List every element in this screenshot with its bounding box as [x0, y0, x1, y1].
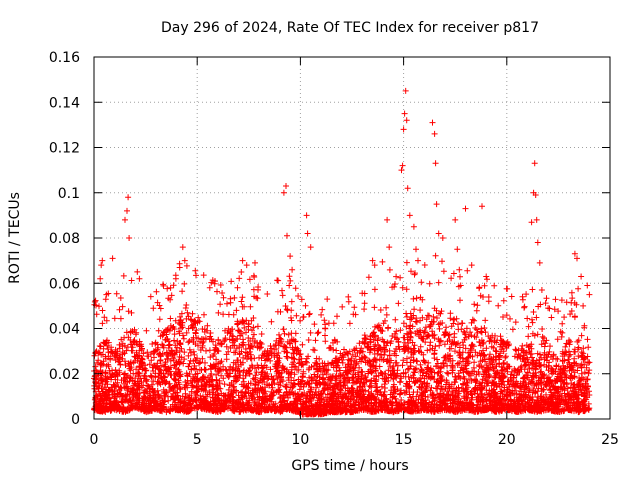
- y-tick-label: 0.08: [49, 231, 80, 247]
- grid-lines: [94, 57, 610, 419]
- x-tick-label: 10: [291, 432, 309, 448]
- y-tick-label: 0.12: [49, 141, 80, 157]
- x-axis-ticks: 0 5 10 15 20 25: [90, 57, 619, 448]
- y-tick-label: 0.02: [49, 367, 80, 383]
- x-tick-label: 20: [498, 432, 516, 448]
- y-tick-label: 0: [71, 412, 80, 428]
- data-points: [91, 87, 593, 418]
- roti-markers: [91, 87, 593, 418]
- x-tick-label: 0: [90, 432, 99, 448]
- y-tick-label: 0.04: [49, 322, 80, 338]
- x-tick-label: 5: [193, 432, 202, 448]
- y-axis-title: ROTI / TECUs: [7, 192, 23, 284]
- y-tick-label: 0.06: [49, 276, 80, 292]
- y-tick-label: 0.16: [49, 50, 80, 66]
- y-tick-label: 0.14: [49, 95, 80, 111]
- chart-title: Day 296 of 2024, Rate Of TEC Index for r…: [161, 20, 539, 36]
- y-tick-label: 0.1: [58, 186, 80, 202]
- y-axis-ticks: 0 0.02 0.04 0.06 0.08 0.1 0.12 0.14 0.16: [49, 50, 610, 428]
- x-axis-title: GPS time / hours: [291, 458, 408, 474]
- x-tick-label: 25: [601, 432, 619, 448]
- x-tick-label: 15: [395, 432, 413, 448]
